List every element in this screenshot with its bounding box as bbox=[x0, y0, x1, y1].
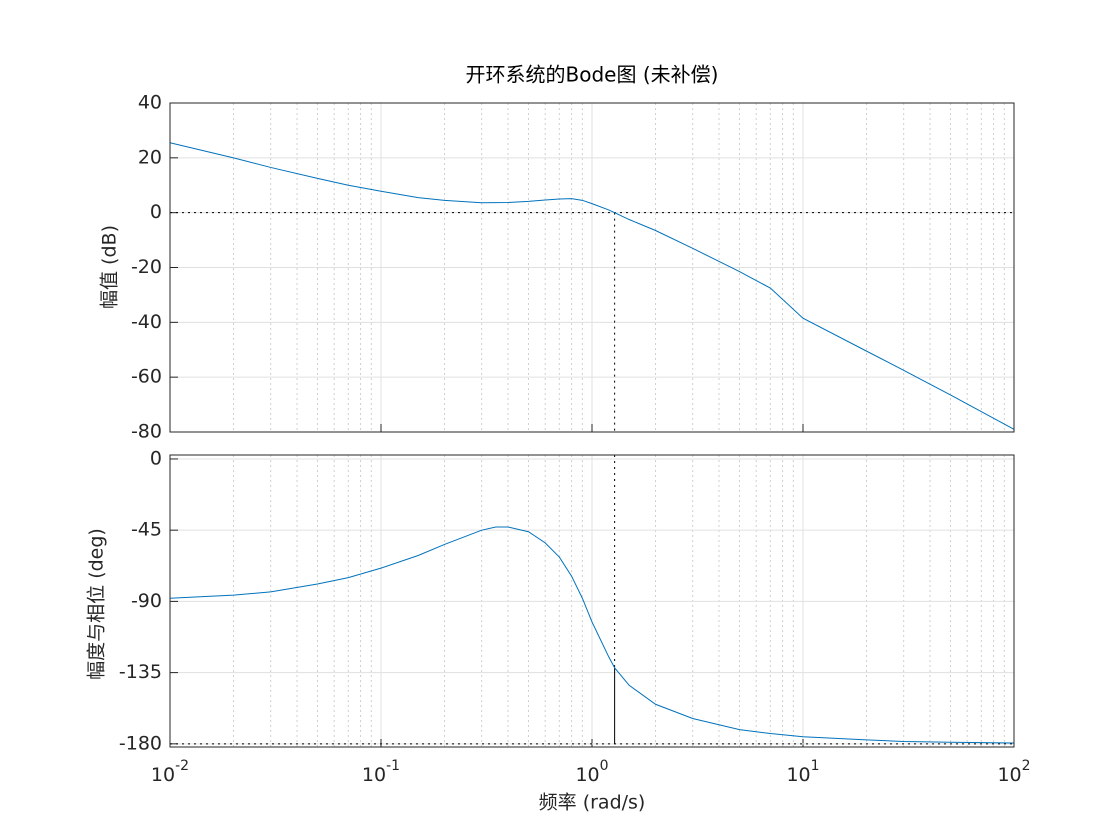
y-tick-label: 40 bbox=[138, 92, 162, 114]
y-tick-label: 0 bbox=[150, 447, 162, 469]
y-tick-label: 0 bbox=[150, 201, 162, 223]
tick-base: 10 bbox=[362, 764, 386, 786]
tick-base: 10 bbox=[997, 764, 1021, 786]
tick-exponent: 1 bbox=[811, 758, 820, 774]
x-tick-label: 100 bbox=[575, 758, 608, 786]
tick-base: 10 bbox=[575, 764, 599, 786]
y-tick-label: 20 bbox=[138, 146, 162, 168]
y-tick-label: -80 bbox=[131, 421, 162, 443]
data-line bbox=[169, 526, 1015, 744]
tick-exponent: -2 bbox=[175, 758, 189, 774]
x-tick-label: 10-2 bbox=[151, 758, 189, 786]
tick-exponent: -1 bbox=[386, 758, 400, 774]
y-tick-label: -40 bbox=[131, 311, 162, 333]
y-tick-label: -90 bbox=[131, 590, 162, 612]
x-axis-label: 频率 (rad/s) bbox=[539, 792, 646, 814]
tick-base: 10 bbox=[151, 764, 175, 786]
chart-title: 开环系统的Bode图 (未补偿) bbox=[466, 63, 719, 87]
x-tick-label: 10-1 bbox=[362, 758, 400, 786]
y-tick-label: -135 bbox=[119, 661, 162, 683]
y-axis-label: 幅度与相位 (deg) bbox=[86, 528, 108, 680]
y-tick-label: -20 bbox=[131, 256, 162, 278]
axes-frame bbox=[169, 102, 1015, 433]
axes-frame bbox=[169, 454, 1015, 748]
tick-exponent: 2 bbox=[1022, 758, 1031, 774]
data-line bbox=[169, 142, 1015, 430]
y-tick-label: -180 bbox=[119, 732, 162, 754]
tick-base: 10 bbox=[786, 764, 810, 786]
y-tick-label: -60 bbox=[131, 366, 162, 388]
x-tick-label: 101 bbox=[786, 758, 819, 786]
y-axis-label: 幅值 (dB) bbox=[99, 225, 121, 309]
y-tick-label: -45 bbox=[131, 519, 162, 541]
tick-exponent: 0 bbox=[600, 758, 609, 774]
x-tick-label: 102 bbox=[997, 758, 1030, 786]
